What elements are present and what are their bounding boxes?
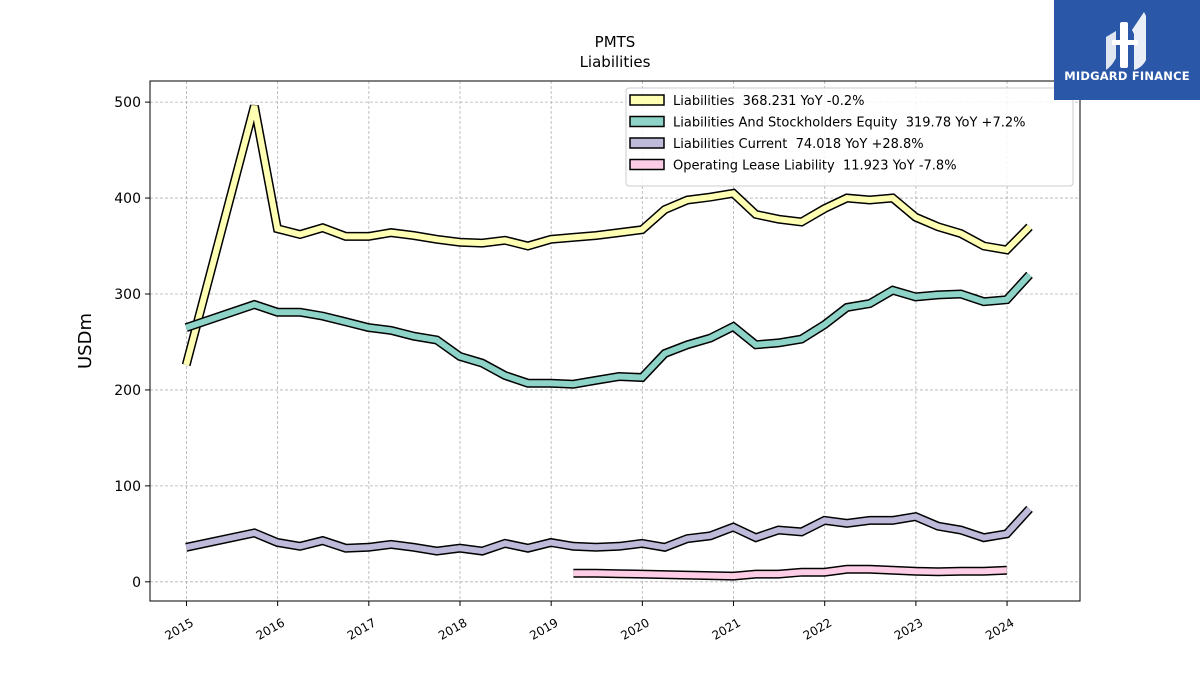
logo-text: MIDGARD FINANCE <box>1064 69 1190 83</box>
y-tick-label: 0 <box>132 575 141 591</box>
legend-box <box>625 87 1074 187</box>
series-line-3 <box>185 505 1033 556</box>
legend-swatch <box>629 94 665 106</box>
y-axis-label: USDm <box>75 313 96 369</box>
series-fill-line <box>185 272 1032 388</box>
legend-label: Liabilities And Stockholders Equity 319.… <box>673 116 1025 131</box>
chart-title: PMTS <box>595 33 636 51</box>
chart-subtitle: Liabilities <box>580 53 651 71</box>
plot-frame <box>149 80 1081 602</box>
x-tick-label: 2016 <box>254 615 287 642</box>
legend-swatch <box>629 137 665 149</box>
x-tick-label: 2017 <box>345 615 378 642</box>
legend-label: Operating Lease Liability 11.923 YoY -7.… <box>673 159 957 174</box>
x-tick-label: 2019 <box>527 615 560 642</box>
y-axis: 0 100 200 300 400 500 <box>114 95 150 591</box>
y-tick-label: 500 <box>114 95 141 111</box>
x-tick-label: 2018 <box>436 615 469 642</box>
series-fill-line <box>183 105 1032 366</box>
logo-icon <box>1106 12 1146 70</box>
legend: Liabilities 368.231 YoY -0.2% Liabilities… <box>625 87 1074 187</box>
x-tick-label: 2020 <box>618 615 651 642</box>
x-tick-label: 2022 <box>801 615 834 642</box>
series-line-4 <box>573 564 1007 581</box>
series-line-1 <box>181 104 1033 367</box>
x-tick-label: 2024 <box>983 615 1016 642</box>
series-fill-line <box>185 506 1032 555</box>
x-tick-label: 2015 <box>163 615 196 642</box>
y-tick-label: 200 <box>114 383 141 399</box>
x-tick-label: 2023 <box>892 615 925 642</box>
y-tick-label: 300 <box>114 287 141 303</box>
y-tick-label: 100 <box>114 479 141 495</box>
series-lines <box>181 104 1033 581</box>
brand-logo: MIDGARD FINANCE <box>1054 0 1200 100</box>
series-fill-line <box>573 566 1007 580</box>
series-line-2 <box>184 271 1033 389</box>
x-tick-label: 2021 <box>710 615 743 642</box>
x-axis: 2015 2016 2017 2018 2019 2020 2021 2022 2023 2024 <box>163 601 1017 643</box>
legend-swatch <box>629 115 665 128</box>
legend-label: Liabilities Current 74.018 YoY +28.8% <box>673 137 924 152</box>
legend-swatch <box>629 158 665 171</box>
y-tick-label: 400 <box>114 191 141 207</box>
legend-label: Liabilities 368.231 YoY -0.2% <box>673 94 865 109</box>
